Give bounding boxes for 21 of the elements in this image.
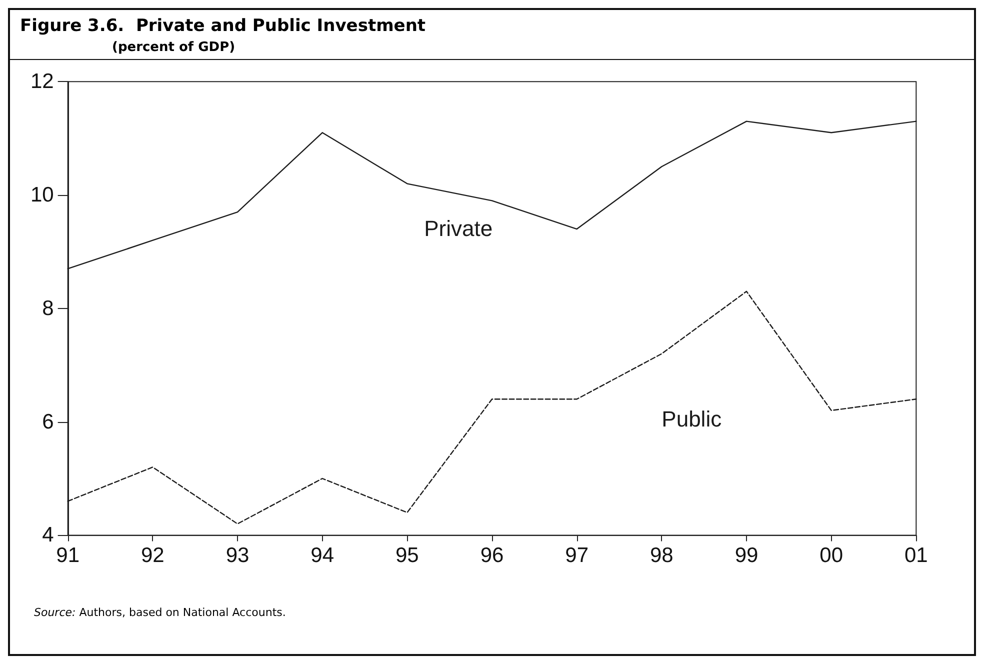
x-tick-label: 96: [480, 544, 504, 568]
x-tick-label: 01: [904, 544, 928, 568]
text: Public: [662, 406, 722, 432]
chart-title: Figure 3.6. Private and Public Investment: [20, 16, 427, 36]
x-tick-label: 91: [56, 544, 80, 568]
y-tick-label: 4: [42, 524, 54, 547]
x-tick-label: 93: [226, 544, 250, 568]
y-tick-label: 8: [42, 296, 54, 320]
y-tick-label: 6: [42, 410, 54, 434]
y-tick-label: 10: [30, 184, 54, 206]
y-tick-label: 12: [30, 70, 54, 94]
x-tick-label: 97: [565, 544, 589, 568]
x-tick-label: 95: [395, 544, 419, 568]
x-tick-label: 98: [650, 544, 674, 568]
chart-subtitle: (percent of GDP): [111, 40, 236, 55]
x-tick-label: 92: [140, 544, 164, 568]
series-label: Private: [424, 216, 493, 242]
x-tick-label: 00: [820, 544, 844, 568]
x-tick-label: 94: [310, 544, 334, 568]
x-tick-label: 99: [734, 544, 758, 568]
source-note: Source: Authors, based on National Accounts.: [34, 606, 286, 619]
